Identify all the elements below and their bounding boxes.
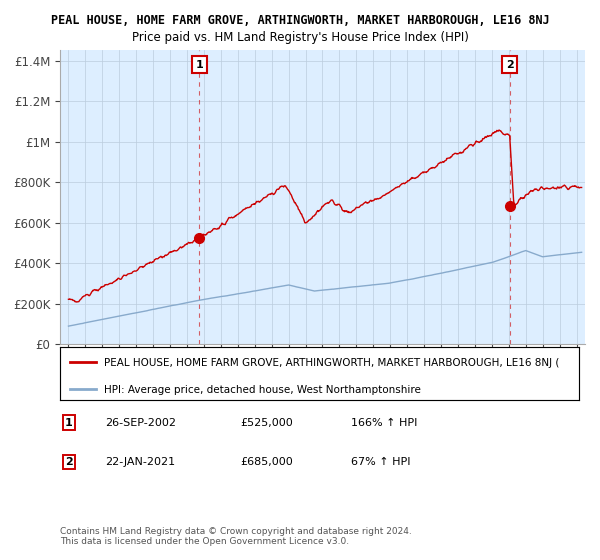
Text: PEAL HOUSE, HOME FARM GROVE, ARTHINGWORTH, MARKET HARBOROUGH, LE16 8NJ: PEAL HOUSE, HOME FARM GROVE, ARTHINGWORT…: [50, 14, 550, 27]
Text: Contains HM Land Registry data © Crown copyright and database right 2024.
This d: Contains HM Land Registry data © Crown c…: [60, 526, 412, 546]
Text: 1: 1: [196, 59, 203, 69]
Text: 166% ↑ HPI: 166% ↑ HPI: [351, 418, 418, 428]
Text: 67% ↑ HPI: 67% ↑ HPI: [351, 457, 410, 467]
Text: 2: 2: [506, 59, 514, 69]
Text: £685,000: £685,000: [240, 457, 293, 467]
Text: 2: 2: [65, 457, 73, 467]
Text: 1: 1: [65, 418, 73, 428]
Text: HPI: Average price, detached house, West Northamptonshire: HPI: Average price, detached house, West…: [104, 385, 421, 395]
Text: £525,000: £525,000: [240, 418, 293, 428]
Text: 26-SEP-2002: 26-SEP-2002: [105, 418, 176, 428]
Text: Price paid vs. HM Land Registry's House Price Index (HPI): Price paid vs. HM Land Registry's House …: [131, 31, 469, 44]
Text: 22-JAN-2021: 22-JAN-2021: [105, 457, 175, 467]
Text: PEAL HOUSE, HOME FARM GROVE, ARTHINGWORTH, MARKET HARBOROUGH, LE16 8NJ (: PEAL HOUSE, HOME FARM GROVE, ARTHINGWORT…: [104, 358, 559, 368]
